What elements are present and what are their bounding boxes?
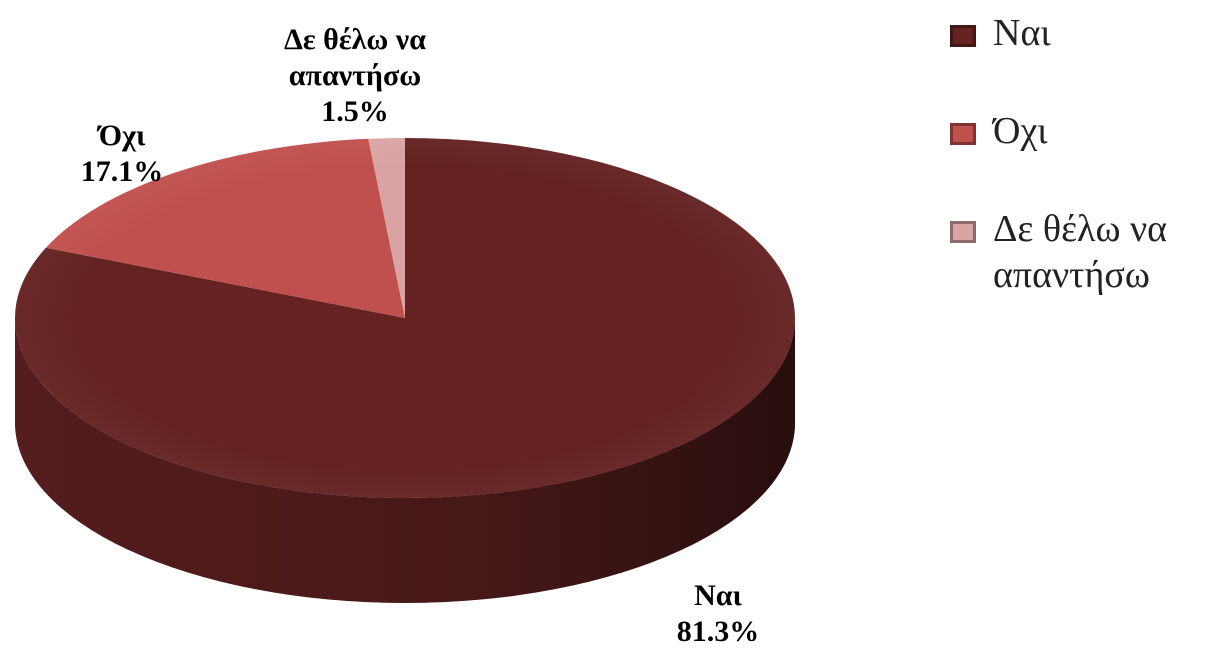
data-label-category: Δε θέλω να απαντήσω	[284, 23, 426, 92]
legend-item: Όχι	[950, 108, 1231, 154]
legend-label: Ναι	[993, 12, 1051, 54]
data-label-value: 17.1%	[80, 155, 164, 188]
legend-item: Ναι	[950, 10, 1231, 56]
legend-item: Δε θέλω να απαντήσω	[950, 206, 1231, 298]
legend: Ναι Όχι Δε θέλω να απαντήσω	[950, 10, 1231, 350]
data-label-value: 1.5%	[321, 95, 389, 128]
data-label-value: 81.3%	[676, 615, 760, 648]
data-label: Ναι 81.3%	[638, 578, 798, 650]
legend-swatch	[950, 25, 976, 47]
legend-swatch	[950, 123, 976, 145]
data-label-category: Όχι	[98, 119, 146, 152]
data-label: Δε θέλω να απαντήσω 1.5%	[240, 22, 470, 130]
pie-side-shade	[15, 318, 795, 603]
legend-swatch	[950, 221, 976, 243]
legend-label: Όχι	[993, 110, 1048, 152]
pie-highlight	[15, 138, 795, 498]
data-label-category: Ναι	[694, 579, 742, 612]
legend-label: Δε θέλω να απαντήσω	[993, 208, 1168, 296]
data-label: Όχι 17.1%	[42, 118, 202, 190]
